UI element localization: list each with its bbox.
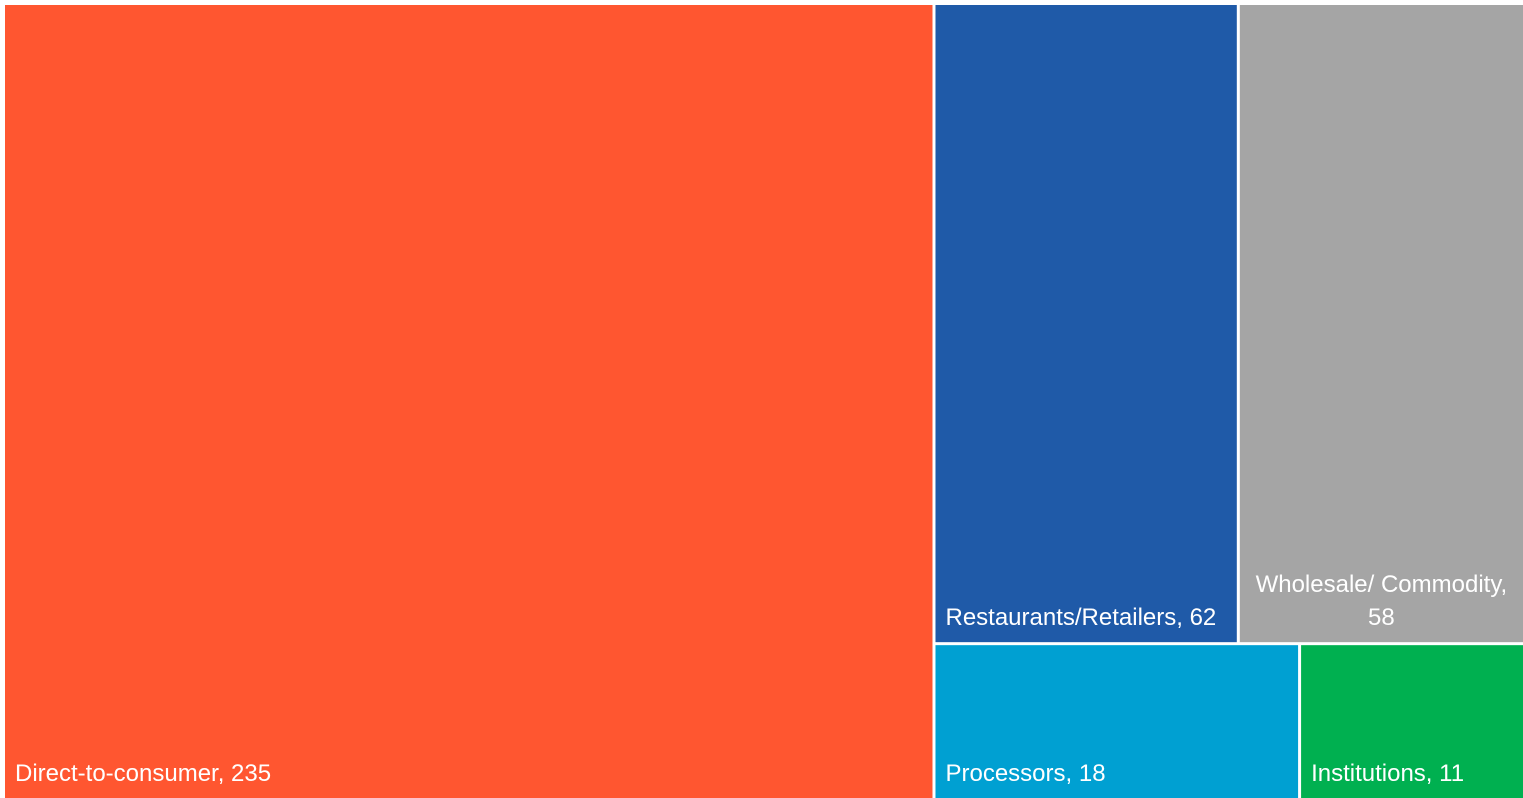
cell-label-container: Direct-to-consumer, 235 bbox=[5, 5, 932, 798]
cell-label: Processors, 18 bbox=[945, 759, 1106, 787]
cell-label-container: Processors, 18 bbox=[935, 645, 1298, 798]
cell-label-container: Wholesale/ Commodity, 58 bbox=[1240, 5, 1523, 642]
cell-label: Institutions, 11 bbox=[1311, 759, 1465, 787]
treemap-cell bbox=[935, 5, 1237, 643]
cell-label-box: Direct-to-consumer, 235 bbox=[5, 5, 932, 798]
cell-label-box: Restaurants/Retailers, 62 bbox=[935, 5, 1236, 642]
cell-label: Restaurants/Retailers, 62 bbox=[945, 604, 1217, 632]
treemap-cell bbox=[1239, 5, 1523, 643]
cell-label-box: Wholesale/ Commodity, 58 bbox=[1240, 5, 1523, 642]
cell-label-box: Processors, 18 bbox=[935, 645, 1298, 798]
treemap-cell bbox=[935, 645, 1299, 798]
treemap-cell bbox=[5, 5, 933, 798]
cell-label-container: Restaurants/Retailers, 62 bbox=[935, 5, 1236, 642]
cell-label-container: Institutions, 11 bbox=[1301, 645, 1523, 798]
cell-label: Wholesale/ Commodity, 58 bbox=[1255, 571, 1508, 632]
cell-label: Direct-to-consumer, 235 bbox=[15, 760, 272, 787]
cell-label-box: Institutions, 11 bbox=[1301, 645, 1523, 798]
treemap-cell bbox=[1301, 645, 1523, 798]
